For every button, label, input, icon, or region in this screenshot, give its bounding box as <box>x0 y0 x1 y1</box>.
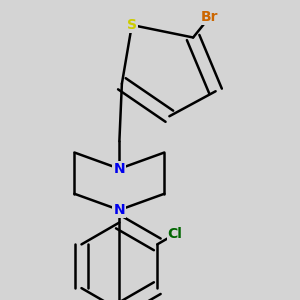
Text: Br: Br <box>201 10 218 24</box>
Text: S: S <box>127 18 137 32</box>
Text: N: N <box>114 203 125 217</box>
Text: N: N <box>114 162 125 176</box>
Text: Cl: Cl <box>168 227 183 241</box>
